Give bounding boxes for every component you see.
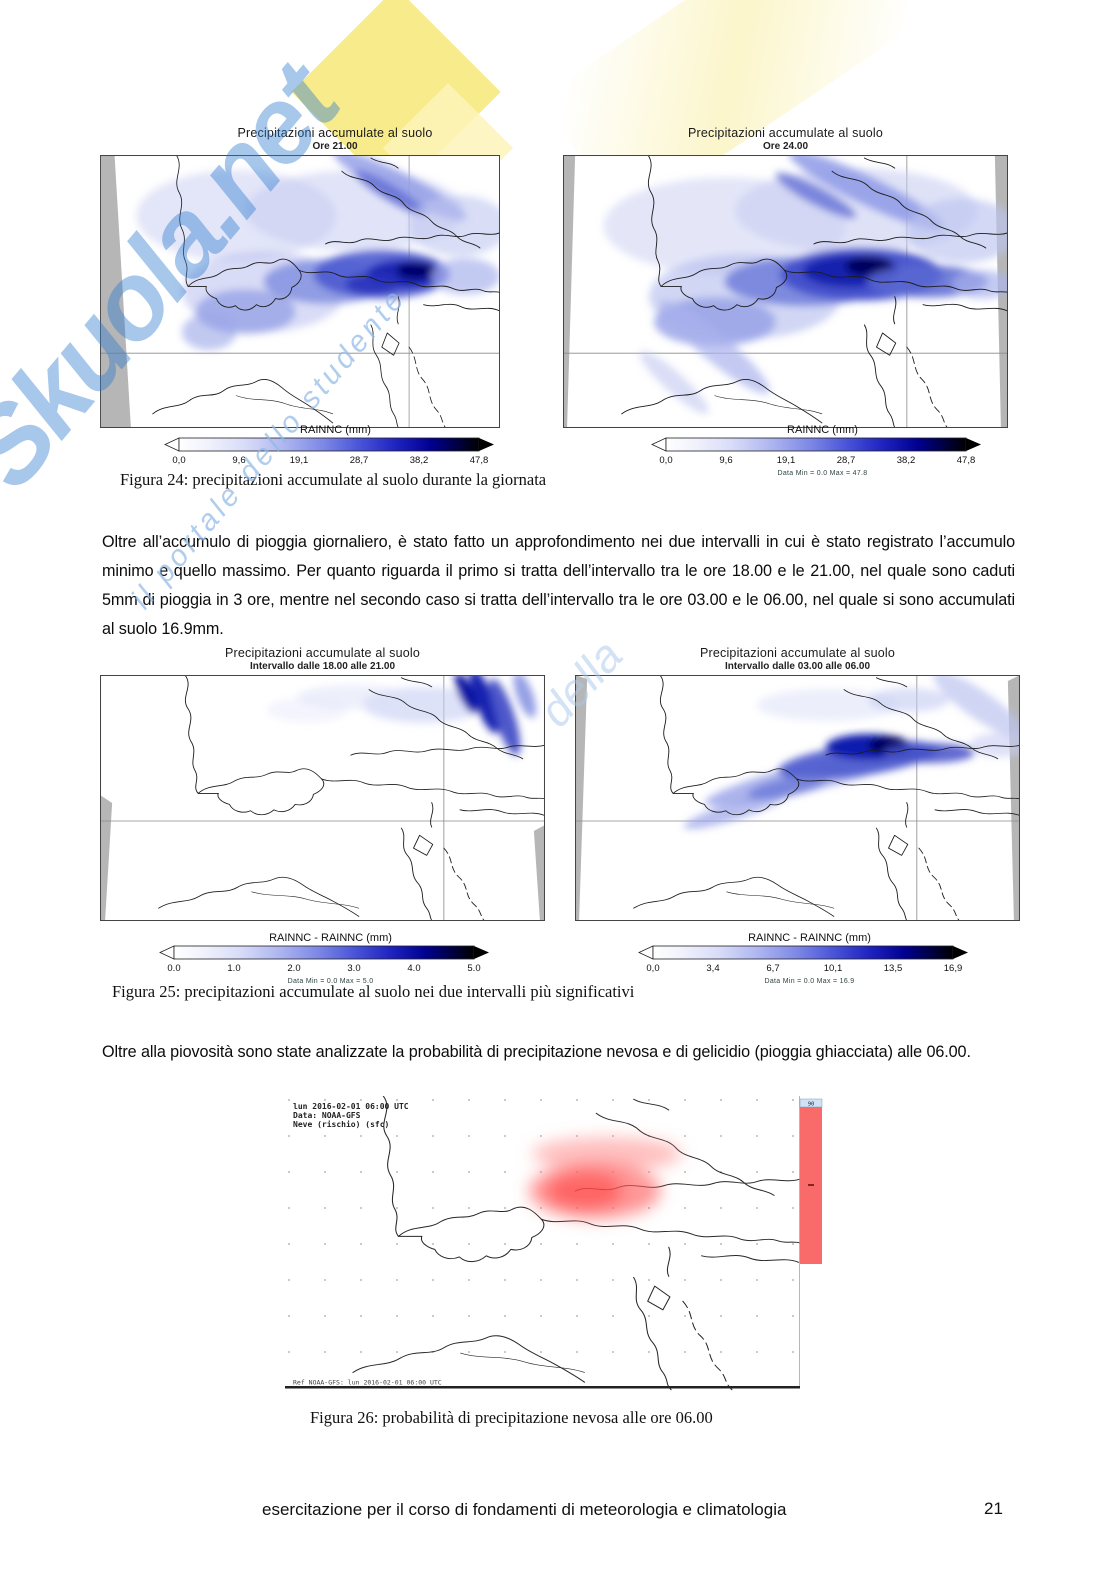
map-header-line: lun 2016-02-01 06:00 UTC <box>293 1102 409 1111</box>
colorbar: 0,0 3,4 6,7 10,1 13,5 16,9 <box>638 945 968 974</box>
map-header-line: Data: NOAA-GFS <box>293 1111 361 1120</box>
page-number: 21 <box>984 1499 1003 1518</box>
colorbar-gradient <box>178 437 480 452</box>
colorbar-tick: 5.0 <box>467 963 480 974</box>
grid-dots <box>285 1096 800 1388</box>
fig25-right-map-block: Precipitazioni accumulate al suolo Inter… <box>575 646 1020 921</box>
colorbar-label: RAINNC - RAINNC (mm) <box>748 932 871 944</box>
colorbar-gradient <box>173 945 475 960</box>
colorbar-tick: 19,1 <box>290 455 309 466</box>
colorbar-tick: 47,8 <box>957 455 976 466</box>
map-ref-line: Ref NOAA-GFS: lun 2016-02-01 06:00 UTC <box>293 1379 442 1387</box>
map-title: Precipitazioni accumulate al suolo <box>687 126 884 140</box>
fig24-right-map <box>563 155 1008 428</box>
fig26-map-block: lun 2016-02-01 06:00 UTC Data: NOAA-GFS … <box>285 1093 825 1393</box>
map-edge-wedge <box>100 155 131 428</box>
colorbar-tick: 0,0 <box>172 455 185 466</box>
fig25-left-colorbar: RAINNC - RAINNC (mm) 0.0 1.0 2.0 3.0 4.0… <box>158 932 503 985</box>
colorbar: 0,0 9,6 19,1 28,7 38,2 47,8 <box>651 437 981 466</box>
colorbar-tick: 3,4 <box>706 963 719 974</box>
colorbar-gradient <box>665 437 967 452</box>
map-subtitle: Ore 24.00 <box>762 141 809 152</box>
colorbar-tick: 0,0 <box>646 963 659 974</box>
colorbar-tick: 38,2 <box>897 455 916 466</box>
colorbar: 0,0 9,6 19,1 28,7 38,2 47,8 <box>164 437 494 466</box>
colorbar-note: Data Min = 0.0 Max = 16.9 <box>764 978 855 985</box>
footer-text: esercitazione per il corso di fondamenti… <box>262 1500 787 1519</box>
fig24-left-map <box>100 155 500 428</box>
map-edge-wedge <box>533 825 545 921</box>
snow-risk-area <box>529 1137 682 1219</box>
map-edge-wedge <box>563 155 576 428</box>
colorbar-tick: 4.0 <box>407 963 420 974</box>
colorbar-note: Data Min = 0.0 Max = 5.0 <box>287 978 374 985</box>
fig26-caption: Figura 26: probabilità di precipitazione… <box>310 1408 713 1427</box>
precipitation-overlay <box>266 675 537 756</box>
colorbar-max-arrow <box>479 438 494 451</box>
colorbar-label: RAINNC (mm) <box>300 424 371 436</box>
colorbar-tick: 28,7 <box>837 455 856 466</box>
colorbar-max-arrow <box>966 438 981 451</box>
map-title: Precipitazioni accumulate al suolo <box>237 126 433 140</box>
colorbar-note: Data Min = 0.0 Max = 47.8 <box>777 470 868 477</box>
colorbar-min-arrow <box>638 945 654 960</box>
colorbar: 0.0 1.0 2.0 3.0 4.0 5.0 <box>159 945 489 974</box>
colorbar-tick: 10,1 <box>824 963 843 974</box>
fig24-right-map-block: Precipitazioni accumulate al suolo Ore 2… <box>563 126 1008 428</box>
fig24-left-map-block: Precipitazioni accumulate al suolo Ore 2… <box>100 126 500 428</box>
colorbar-tick: 9,6 <box>719 455 732 466</box>
fig24-left-colorbar: RAINNC (mm) 0,0 9,6 19,1 28,7 38,2 47,8 <box>163 424 508 471</box>
colorbar-tick: 16,9 <box>944 963 963 974</box>
colorbar-tick: 2.0 <box>287 963 300 974</box>
map-edge-wedge <box>100 795 113 921</box>
risk-legend-label: 90 <box>808 1101 815 1107</box>
map-edge-wedge <box>575 675 588 921</box>
colorbar-tick: 6,7 <box>766 963 779 974</box>
fig24-right-colorbar: RAINNC (mm) 0,0 9,6 19,1 28,7 38,2 47,8 … <box>650 424 995 477</box>
colorbar-tick: 47,8 <box>470 455 489 466</box>
precipitation-overlay <box>603 155 1008 414</box>
fig24-caption: Figura 24: precipitazioni accumulate al … <box>120 470 547 489</box>
colorbar-gradient <box>652 945 954 960</box>
colorbar-tick: 1.0 <box>227 963 240 974</box>
precipitation-overlay <box>136 155 500 351</box>
fig25-left-map <box>100 675 545 921</box>
body-paragraph-2: Oltre alla piovosità sono state analizza… <box>102 1043 971 1061</box>
colorbar-min-arrow <box>164 437 180 452</box>
fig26-map: lun 2016-02-01 06:00 UTC Data: NOAA-GFS … <box>285 1096 823 1391</box>
map-subtitle: Intervallo dalle 18.00 alle 21.00 <box>249 661 396 672</box>
map-subtitle: Ore 21.00 <box>312 141 358 152</box>
colorbar-max-arrow <box>474 946 489 959</box>
colorbar-tick: 0.0 <box>167 963 180 974</box>
map-header-line: Neve (rischio) (sfc) <box>293 1119 389 1129</box>
colorbar-tick: 3.0 <box>347 963 360 974</box>
fig25-caption: Figura 25: precipitazioni accumulate al … <box>112 982 635 1001</box>
fig25-left-map-block: Precipitazioni accumulate al suolo Inter… <box>100 646 545 921</box>
colorbar-label: RAINNC - RAINNC (mm) <box>269 932 392 944</box>
colorbar-tick: 9,6 <box>232 455 245 466</box>
colorbar-label: RAINNC (mm) <box>787 424 858 436</box>
colorbar-tick: 13,5 <box>884 963 903 974</box>
fig25-right-colorbar: RAINNC - RAINNC (mm) 0,0 3,4 6,7 10,1 13… <box>637 932 982 985</box>
map-title: Precipitazioni accumulate al suolo <box>224 646 421 660</box>
map-subtitle: Intervallo dalle 03.00 alle 06.00 <box>724 661 871 672</box>
colorbar-tick: 38,2 <box>410 455 429 466</box>
colorbar-tick: 0,0 <box>659 455 672 466</box>
colorbar-tick: 19,1 <box>777 455 796 466</box>
colorbar-min-arrow <box>651 437 667 452</box>
colorbar-min-arrow <box>159 945 175 960</box>
colorbar-tick: 28,7 <box>350 455 369 466</box>
colorbar-max-arrow <box>953 946 968 959</box>
precipitation-overlay <box>683 675 1020 830</box>
map-title: Precipitazioni accumulate al suolo <box>699 646 896 660</box>
fig25-right-map <box>575 675 1020 921</box>
body-paragraph-1: Oltre all’accumulo di pioggia giornalier… <box>102 533 1015 638</box>
